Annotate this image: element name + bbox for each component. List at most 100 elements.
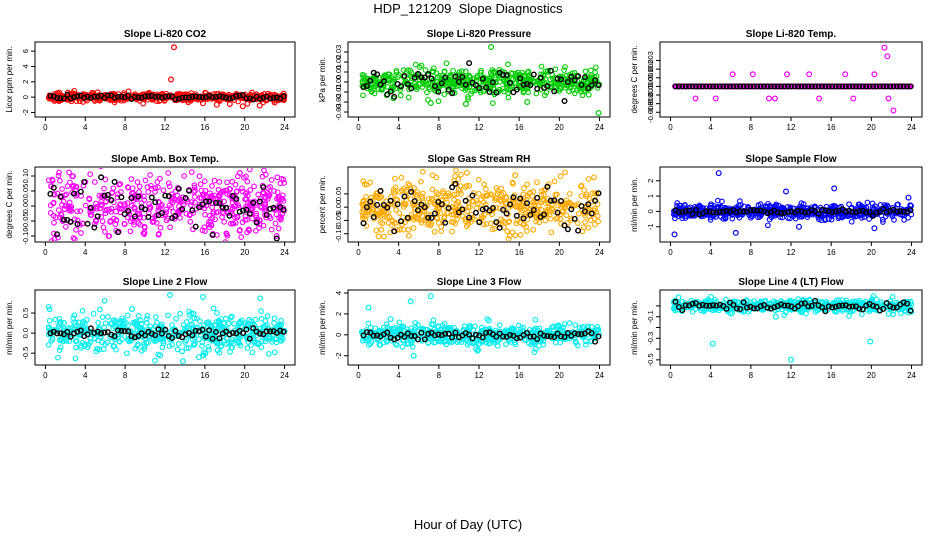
data-point [165,312,171,319]
black-point [260,94,267,101]
black-point [391,93,398,100]
data-point [462,184,469,190]
x-tick-label: 12 [787,248,796,257]
black-point [682,83,689,90]
data-point [400,67,407,73]
data-point [506,232,513,239]
data-point [517,331,524,338]
data-point [147,204,154,211]
black-point [849,83,856,90]
black-point [246,335,253,342]
outlier-point [375,233,382,240]
black-point [679,208,686,215]
black-point [74,221,81,228]
y-tick-label: 0.01 [334,65,343,80]
black-point [795,83,802,90]
black-point [169,334,176,341]
outlier-point [256,102,263,109]
y-axis-label: percent per min. [318,176,327,234]
outlier-point [69,173,76,180]
data-point [135,220,142,226]
data-point [73,344,79,351]
data-point [56,169,62,176]
black-point [483,84,490,91]
data-point [385,71,392,78]
data-point [594,324,601,330]
data-point [785,215,791,221]
black-point [182,331,189,338]
black-point [360,332,367,339]
data-point [478,213,485,219]
outlier-point [884,53,891,60]
data-point [537,80,543,87]
black-point [727,83,734,90]
x-tick-label: 20 [867,248,876,257]
black-point [256,95,263,102]
data-point [94,203,101,210]
black-point [541,211,548,218]
black-point [250,325,257,332]
black-point [280,328,287,335]
data-point [140,230,147,237]
black-point [216,335,223,342]
y-tick-label: 0.002 [646,60,655,79]
x-tick-label: 24 [280,248,289,257]
black-point [196,93,203,100]
x-tick-label: 16 [200,248,209,257]
outlier-point [850,95,857,102]
data-point [481,181,488,188]
data-point [418,62,425,69]
data-point [592,64,599,71]
black-point [682,208,689,215]
black-point [812,83,819,90]
black-point [517,75,524,82]
data-point [188,169,195,175]
data-point [411,185,417,191]
data-point [63,191,70,198]
data-point [271,315,278,322]
black-point [121,211,128,218]
black-point [571,77,578,84]
x-tick-label: 8 [749,123,754,132]
black-point [585,201,592,208]
outlier-point [524,98,531,105]
data-point [187,202,194,208]
data-point [407,67,414,74]
black-point [761,83,768,90]
data-point [205,321,212,327]
data-point [60,338,66,345]
outlier-point [783,71,790,78]
black-point [466,60,473,67]
data-point [512,70,519,77]
data-point [561,321,568,328]
black-point [675,209,682,216]
black-point [541,332,548,339]
data-point [272,220,279,227]
data-point [361,213,368,219]
black-point [270,94,277,101]
black-point [524,200,531,207]
data-point [100,224,107,231]
black-point [263,328,270,335]
black-point [904,83,911,90]
data-point [169,322,175,328]
black-point [367,77,374,84]
data-point [848,218,855,225]
black-point [141,206,148,213]
black-point [398,83,405,90]
black-point [145,93,152,100]
y-tick-label: 1 [646,194,655,198]
data-point [84,344,91,351]
data-point [252,340,258,346]
data-point [52,316,59,323]
data-point [482,192,489,199]
black-point [67,95,74,102]
black-point [588,210,595,217]
black-point [561,97,568,104]
data-point [77,208,84,214]
black-point [363,329,370,336]
data-point [138,348,145,354]
black-point [710,209,717,216]
data-point [679,215,686,222]
black-point [493,89,500,96]
